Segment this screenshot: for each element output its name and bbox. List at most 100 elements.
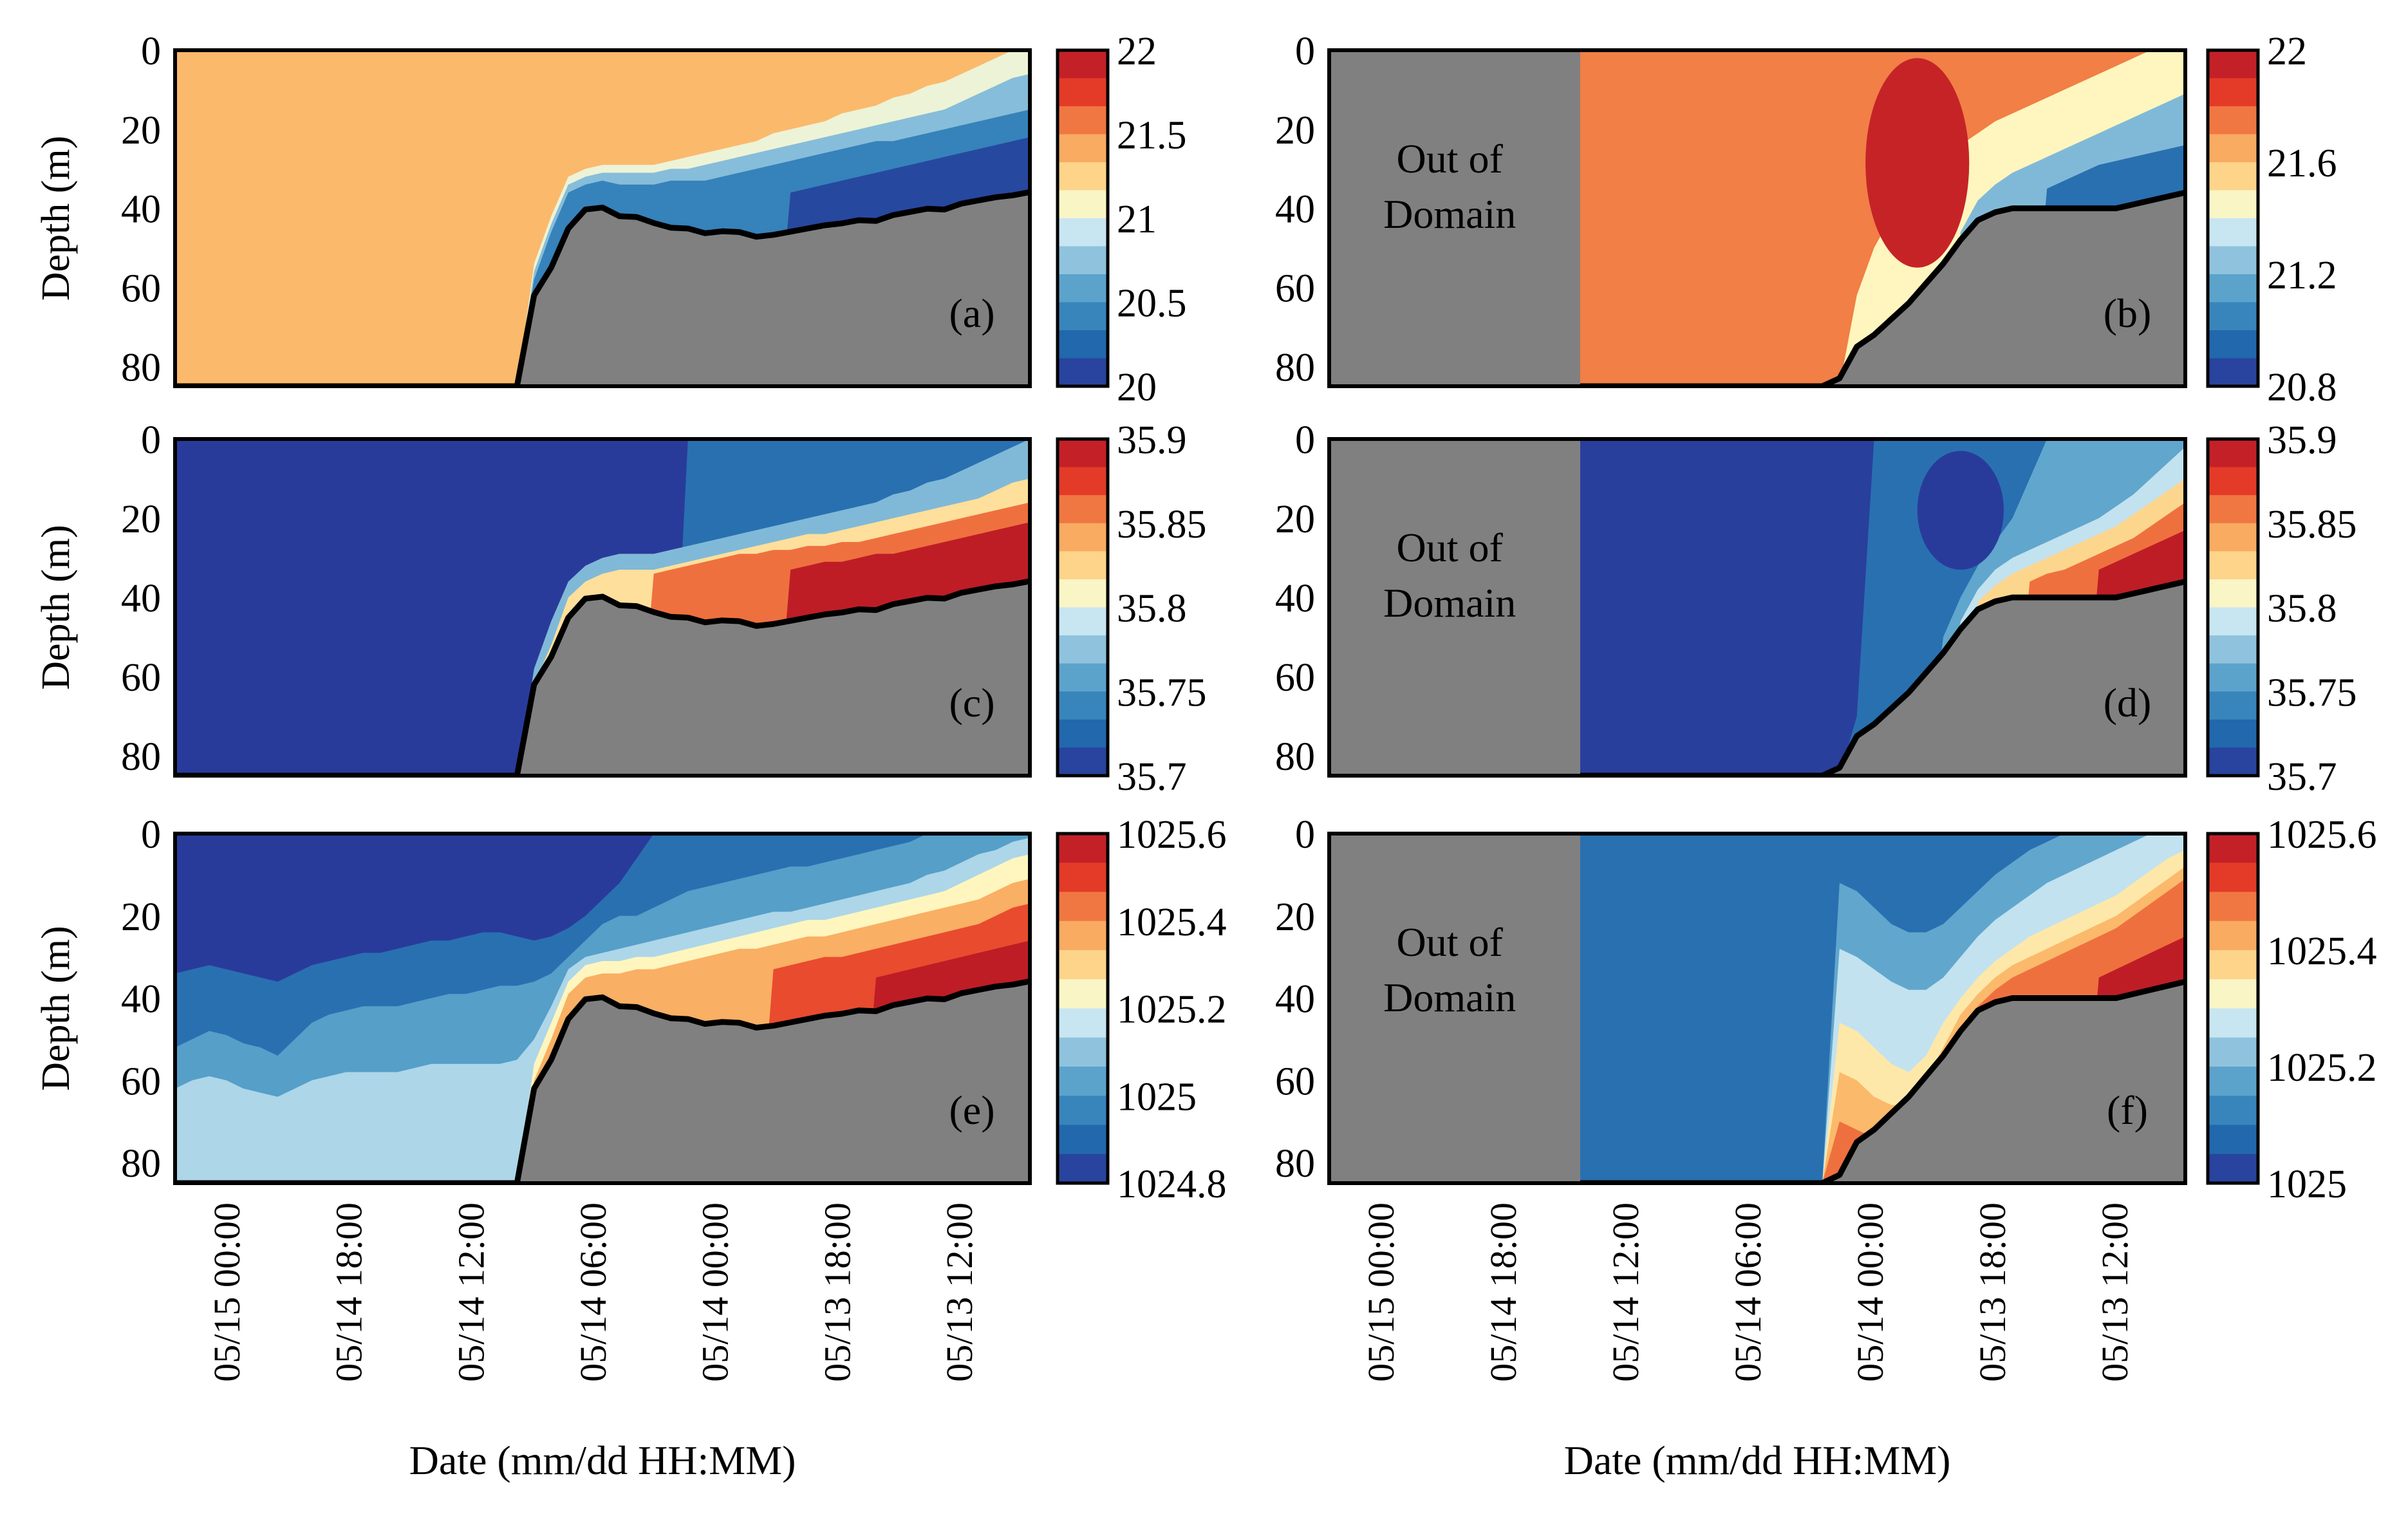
colorbar-swatch	[1058, 921, 1108, 951]
colorbar-swatch	[1058, 330, 1108, 359]
colorbar-tick-label: 35.8	[1117, 587, 1187, 631]
colorbar-swatch	[1058, 134, 1108, 163]
colorbar-swatch	[2208, 302, 2258, 331]
x-tick-label: 05/14 00:00	[695, 1202, 736, 1382]
colorbar-tick-label: 35.7	[2267, 755, 2337, 799]
colorbar: 35.9 35.85 35.8 35.75 35.7	[1056, 418, 1207, 799]
colorbar-swatch	[2208, 663, 2258, 693]
out-of-domain-label: Out of	[1397, 919, 1504, 965]
y-tick-label: 40	[121, 188, 161, 232]
colorbar-swatch	[1058, 950, 1108, 980]
plot-frame	[1327, 48, 2187, 388]
out-of-domain-label: Domain	[1383, 975, 1516, 1020]
colorbar-swatch	[1058, 358, 1108, 387]
contour-blob	[1865, 58, 1970, 268]
plot-frame	[173, 437, 1032, 778]
panel-label: (e)	[949, 1087, 994, 1133]
colorbar-swatch	[2208, 190, 2258, 219]
colorbar-swatch	[1058, 274, 1108, 303]
colorbar-swatch	[2208, 719, 2258, 749]
colorbar-tick-label: 1025.2	[2267, 1046, 2377, 1090]
colorbar-tick-label: 35.85	[1117, 503, 1207, 547]
colorbar-swatch	[1058, 834, 1108, 864]
contour-field	[175, 439, 1030, 776]
colorbar-swatch	[1058, 246, 1108, 275]
y-tick-label: 80	[121, 735, 161, 779]
colorbar-swatch	[1058, 523, 1108, 552]
x-tick-label: 05/14 18:00	[328, 1202, 370, 1382]
colorbar-swatch	[2208, 162, 2258, 191]
y-tick-label: 20	[121, 498, 161, 541]
colorbar-tick-label: 35.85	[2267, 503, 2357, 547]
x-tick-label: 05/13 12:00	[2094, 1202, 2136, 1382]
bathymetry-line	[175, 578, 1030, 776]
y-tick-label: 0	[1295, 813, 1315, 857]
colorbar-swatch	[1058, 495, 1108, 524]
y-axis-label: Depth (m)	[34, 136, 78, 301]
colorbar-tick-label: 22	[2267, 30, 2307, 73]
colorbar-swatch	[2208, 495, 2258, 524]
colorbar-swatch	[2208, 892, 2258, 922]
colorbar-swatch	[2208, 1125, 2258, 1155]
colorbar-swatch	[2208, 747, 2258, 776]
x-tick-label: 05/13 18:00	[816, 1202, 858, 1382]
colorbar-swatch	[2208, 358, 2258, 387]
colorbar-swatch	[2208, 274, 2258, 303]
colorbar-swatch	[2208, 979, 2258, 1009]
colorbar-frame	[1056, 832, 1110, 1185]
x-tick-label: 05/13 18:00	[1972, 1202, 2013, 1382]
y-tick-label: 20	[1275, 895, 1315, 939]
colorbar-frame	[2206, 832, 2260, 1185]
x-tick-label: 05/14 00:00	[1849, 1202, 1891, 1382]
bathymetry-line	[1580, 978, 2185, 1183]
colorbar-swatch	[1058, 747, 1108, 776]
colorbar-swatch	[2208, 523, 2258, 552]
x-tick-label: 05/13 12:00	[938, 1202, 980, 1382]
colorbar-tick-label: 1025	[1117, 1075, 1197, 1119]
plot-frame	[1327, 832, 2187, 1185]
colorbar-swatch	[1058, 50, 1108, 79]
colorbar-tick-label: 35.75	[1117, 671, 1207, 715]
x-tick-label: 05/15 00:00	[1360, 1202, 1402, 1382]
seabed	[1580, 981, 2185, 1183]
colorbar-swatch	[1058, 979, 1108, 1009]
out-of-domain-label: Domain	[1383, 580, 1516, 626]
colorbar-tick-label: 35.8	[2267, 587, 2337, 631]
colorbar-swatch	[1058, 663, 1108, 693]
panel-label: (d)	[2104, 680, 2152, 725]
colorbar-swatch	[1058, 863, 1108, 893]
colorbar-swatch	[1058, 551, 1108, 580]
y-tick-label: 20	[1275, 109, 1315, 153]
colorbar-tick-label: 35.7	[1117, 755, 1187, 799]
colorbar-swatch	[2208, 330, 2258, 359]
colorbar-swatch	[1058, 1037, 1108, 1067]
x-tick-label: 05/14 12:00	[1605, 1202, 1647, 1382]
panel-label: (a)	[949, 290, 994, 336]
x-axis-label: Date (mm/dd HH:MM)	[1564, 1437, 1951, 1483]
colorbar-swatch	[2208, 921, 2258, 951]
colorbar-swatch	[2208, 439, 2258, 468]
colorbar-tick-label: 21.2	[2267, 254, 2337, 297]
y-tick-label: 80	[1275, 735, 1315, 779]
y-tick-label: 20	[121, 895, 161, 939]
colorbar-swatch	[2208, 551, 2258, 580]
colorbar-swatch	[2208, 834, 2258, 864]
colorbar-tick-label: 20.8	[2267, 366, 2337, 409]
colorbar-tick-label: 1024.8	[1117, 1163, 1227, 1206]
out-of-domain-region	[1329, 439, 1580, 776]
y-tick-label: 0	[141, 813, 161, 857]
colorbar-swatch	[2208, 467, 2258, 496]
panel-a: (a) 0 20 40 60 80 Depth (m) 22 21.5 21 20.5 20	[34, 30, 1187, 409]
y-tick-label: 40	[121, 577, 161, 621]
panel-f: Out of Domain (f) 0 20 40 60 80 05/15 00:00 05/14…	[1275, 813, 2377, 1483]
contour-field	[175, 50, 1030, 386]
colorbar: 22 21.6 21.2 20.8	[2206, 30, 2337, 409]
colorbar-swatch	[2208, 134, 2258, 163]
y-tick-label: 60	[121, 266, 161, 310]
x-tick-label: 05/14 12:00	[450, 1202, 492, 1382]
colorbar-tick-label: 35.9	[1117, 418, 1187, 462]
y-tick-label: 80	[121, 346, 161, 389]
seabed	[1580, 581, 2185, 776]
x-axis-label: Date (mm/dd HH:MM)	[409, 1437, 796, 1483]
plot-frame	[1327, 437, 2187, 778]
